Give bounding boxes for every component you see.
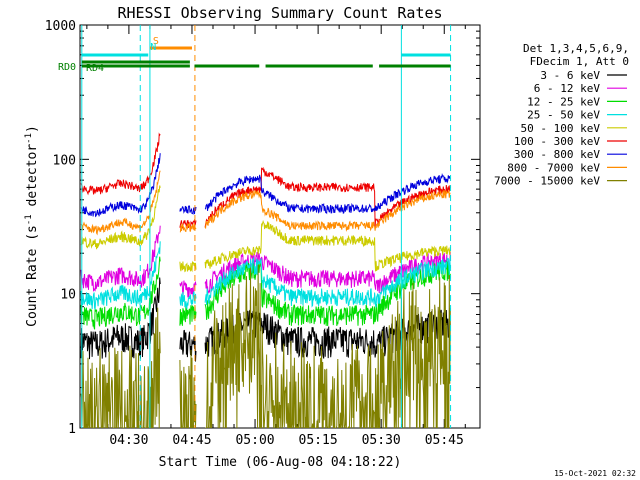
flag-bar-3 [81, 64, 190, 68]
timestamp: 15-Oct-2021 02:32 [554, 469, 636, 478]
y-axis-label: Count Rate (s-1 detector-1) [24, 125, 40, 327]
series-group [80, 132, 451, 428]
flag-bar-1 [81, 53, 149, 57]
legend: Det 1,3,4,5,6,9, FDecim 1, Att 0 3 - 6 k… [494, 42, 629, 188]
x-tick-label: 04:30 [109, 433, 148, 448]
legend-header-1: Det 1,3,4,5,6,9, [523, 42, 629, 55]
legend-label-4: 50 - 100 keV [521, 122, 601, 135]
legend-label-1: 6 - 12 keV [534, 82, 601, 95]
x-tick-label: 05:15 [299, 433, 338, 448]
flag-bar-0 [149, 46, 192, 50]
y-axis-label-main: Count Rate (s [25, 225, 40, 327]
y-tick-label: 1 [68, 422, 76, 437]
flag-bar-7 [81, 60, 190, 64]
x-tick-label: 04:45 [172, 433, 211, 448]
series-line-7 [80, 170, 451, 236]
y-axis-ticks: 1 10 100 1000 [45, 19, 480, 437]
flag-label-rd4: RD4 [86, 63, 104, 74]
flag-bar-4 [194, 64, 260, 68]
flag-label-n: N [150, 42, 156, 53]
legend-header-2: FDecim 1, Att 0 [530, 55, 629, 68]
flag-bar-5 [265, 64, 373, 68]
legend-label-7: 800 - 7000 keV [507, 161, 600, 174]
x-axis-label: Start Time (06-Aug-08 04:18:22) [159, 455, 402, 470]
series-line-3 [80, 241, 451, 310]
legend-label-6: 300 - 800 keV [514, 148, 600, 161]
plot-area: SN RD0 RD4 [58, 25, 452, 428]
x-tick-label: 05:30 [362, 433, 401, 448]
legend-label-5: 100 - 300 keV [514, 135, 600, 148]
series-line-8 [80, 264, 451, 428]
y-tick-label: 1000 [45, 19, 76, 34]
chart-title: RHESSI Observing Summary Count Rates [117, 4, 442, 22]
y-tick-label: 10 [60, 288, 76, 303]
flag-bar-6 [379, 64, 451, 68]
series-line-4 [80, 185, 451, 273]
series-line-6 [80, 153, 451, 218]
legend-label-0: 3 - 6 keV [540, 69, 600, 82]
y-axis-label-end: ) [25, 125, 40, 133]
legend-label-3: 25 - 50 keV [527, 109, 600, 122]
flag-label-s: S [153, 36, 159, 47]
y-axis-label-sup1: -1 [24, 214, 34, 225]
y-tick-label: 100 [53, 153, 76, 168]
plot-frame [79, 24, 481, 429]
flag-label-rd0: RD0 [58, 62, 76, 73]
x-tick-label: 05:00 [235, 433, 274, 448]
x-tick-label: 05:45 [425, 433, 464, 448]
legend-label-2: 12 - 25 keV [527, 95, 600, 108]
flag-bar-2 [401, 53, 451, 57]
y-axis-label-sup2: -1 [24, 133, 34, 144]
legend-label-8: 7000 - 15000 keV [494, 175, 600, 188]
flag-bars: SN RD0 RD4 [58, 36, 451, 74]
y-axis-label-tail: detector [25, 144, 40, 215]
eclipse-lines [81, 25, 452, 428]
